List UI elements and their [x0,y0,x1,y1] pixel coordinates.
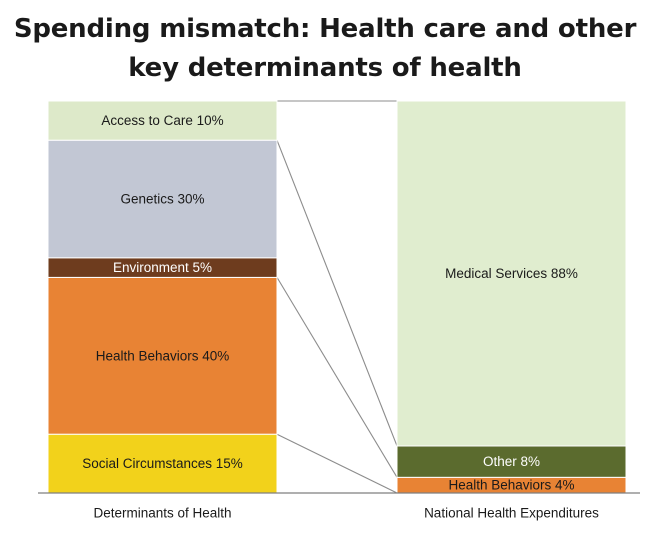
segment-label-health-behaviors-4: Health Behaviors 4% [448,478,574,493]
connector-line-1-top [276,277,398,478]
category-labels: Determinants of Health National Health Ex… [93,506,599,521]
bar-segment-genetics-30 [47,139,278,259]
bar-segment-health-behaviors-40 [47,276,278,435]
category-label-national-health-expenditures: National Health Expenditures [424,506,599,521]
category-label-determinants-of-health: Determinants of Health [93,506,231,521]
chart-title: Spending mismatch: Health care and other… [0,10,650,88]
segment-label-genetics-30: Genetics 30% [120,192,204,207]
bar-segment-medical-services-88 [396,100,627,447]
chart-title-line-1: Spending mismatch: Health care and other [13,14,637,44]
bar-segment-access-to-care-10 [47,100,278,141]
bar-segment-other-8 [396,445,627,478]
segment-labels: Social Circumstances 15% Health Behaviors… [82,113,578,493]
segment-label-social-circumstances-15: Social Circumstances 15% [82,456,243,471]
chart-title-line-2: key determinants of health [128,53,522,83]
connector-line-1-bottom [276,433,398,494]
segment-label-environment-5: Environment 5% [113,260,212,275]
segment-label-health-behaviors-40: Health Behaviors 40% [96,348,230,363]
segment-label-medical-services-88: Medical Services 88% [445,266,578,281]
connector-line-0-bottom [276,139,398,447]
connector-lines [276,100,398,494]
segment-label-other-8: Other 8% [483,454,540,469]
bars [47,100,627,494]
segment-label-access-to-care-10: Access to Care 10% [101,113,223,128]
